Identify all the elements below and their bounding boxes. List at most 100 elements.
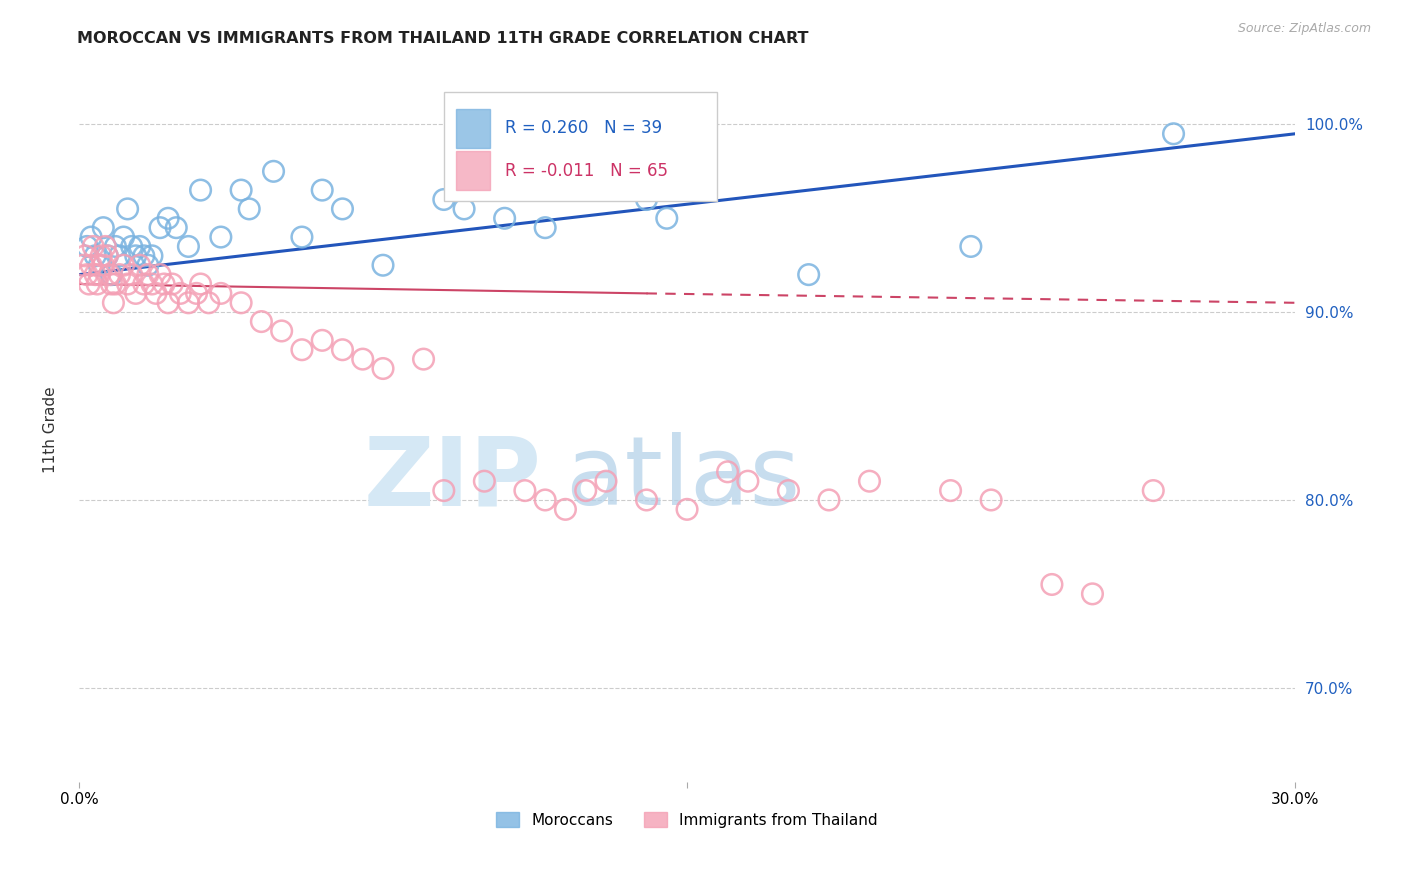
Point xyxy=(91,220,114,235)
Point xyxy=(141,249,163,263)
Point xyxy=(332,343,354,357)
Point xyxy=(100,268,122,282)
Point xyxy=(858,474,880,488)
Point xyxy=(676,502,699,516)
Point xyxy=(1163,127,1185,141)
Point xyxy=(112,258,135,272)
Point xyxy=(96,249,118,263)
Point xyxy=(165,220,187,235)
Point xyxy=(263,164,285,178)
Point xyxy=(472,474,495,488)
Text: R = -0.011   N = 65: R = -0.011 N = 65 xyxy=(505,161,668,180)
Point xyxy=(132,277,155,291)
Point xyxy=(229,183,252,197)
Point xyxy=(145,286,167,301)
Point xyxy=(270,324,292,338)
Point xyxy=(311,334,333,348)
Point xyxy=(82,239,104,253)
Point xyxy=(291,230,314,244)
Point xyxy=(100,277,122,291)
Point xyxy=(72,258,94,272)
Text: R = 0.260   N = 39: R = 0.260 N = 39 xyxy=(505,120,662,137)
Point xyxy=(655,211,678,226)
Point xyxy=(112,230,135,244)
Point xyxy=(108,249,131,263)
Point xyxy=(534,220,557,235)
Point xyxy=(959,239,981,253)
Point xyxy=(197,295,219,310)
Point xyxy=(371,361,394,376)
Text: Source: ZipAtlas.com: Source: ZipAtlas.com xyxy=(1237,22,1371,36)
Point xyxy=(128,258,150,272)
Point xyxy=(177,239,200,253)
Point xyxy=(136,258,159,272)
Point xyxy=(94,239,117,253)
Point xyxy=(939,483,962,498)
Point xyxy=(818,493,841,508)
Point xyxy=(149,268,172,282)
Point xyxy=(778,483,800,498)
Point xyxy=(1040,577,1063,591)
Point xyxy=(89,268,111,282)
Point xyxy=(513,483,536,498)
Point xyxy=(149,220,172,235)
Point xyxy=(636,493,658,508)
Point xyxy=(250,315,273,329)
Point xyxy=(169,286,191,301)
Point xyxy=(238,202,260,216)
Point xyxy=(77,277,100,291)
FancyBboxPatch shape xyxy=(456,109,491,148)
Point xyxy=(636,193,658,207)
Point xyxy=(716,465,738,479)
Point xyxy=(186,286,208,301)
Legend: Moroccans, Immigrants from Thailand: Moroccans, Immigrants from Thailand xyxy=(491,805,884,834)
Point xyxy=(797,268,820,282)
Text: ZIP: ZIP xyxy=(363,433,541,525)
Point xyxy=(209,230,232,244)
Point xyxy=(98,268,121,282)
Point xyxy=(96,249,118,263)
FancyBboxPatch shape xyxy=(456,152,491,190)
Point xyxy=(534,493,557,508)
Point xyxy=(980,493,1002,508)
Point xyxy=(76,239,98,253)
Point xyxy=(91,258,114,272)
Point xyxy=(352,352,374,367)
Point xyxy=(104,239,127,253)
Point xyxy=(121,239,143,253)
Point xyxy=(575,483,598,498)
FancyBboxPatch shape xyxy=(444,92,717,201)
Point xyxy=(229,295,252,310)
Point xyxy=(209,286,232,301)
Point xyxy=(190,277,212,291)
Point xyxy=(371,258,394,272)
Point xyxy=(125,249,148,263)
Point xyxy=(90,249,112,263)
Point xyxy=(89,258,111,272)
Point xyxy=(121,268,143,282)
Point xyxy=(132,249,155,263)
Point xyxy=(80,258,103,272)
Point xyxy=(1142,483,1164,498)
Y-axis label: 11th Grade: 11th Grade xyxy=(44,386,58,473)
Point xyxy=(157,211,180,226)
Point xyxy=(554,502,576,516)
Point xyxy=(76,268,98,282)
Point xyxy=(104,277,127,291)
Point xyxy=(291,343,314,357)
Text: MOROCCAN VS IMMIGRANTS FROM THAILAND 11TH GRADE CORRELATION CHART: MOROCCAN VS IMMIGRANTS FROM THAILAND 11T… xyxy=(77,31,808,46)
Point xyxy=(128,239,150,253)
Point xyxy=(433,483,456,498)
Point xyxy=(117,202,139,216)
Point xyxy=(73,249,96,263)
Point xyxy=(453,202,475,216)
Point xyxy=(84,268,107,282)
Point xyxy=(412,352,434,367)
Point xyxy=(332,202,354,216)
Point xyxy=(595,474,617,488)
Point xyxy=(157,295,180,310)
Point xyxy=(311,183,333,197)
Point xyxy=(160,277,183,291)
Point xyxy=(190,183,212,197)
Point xyxy=(433,193,456,207)
